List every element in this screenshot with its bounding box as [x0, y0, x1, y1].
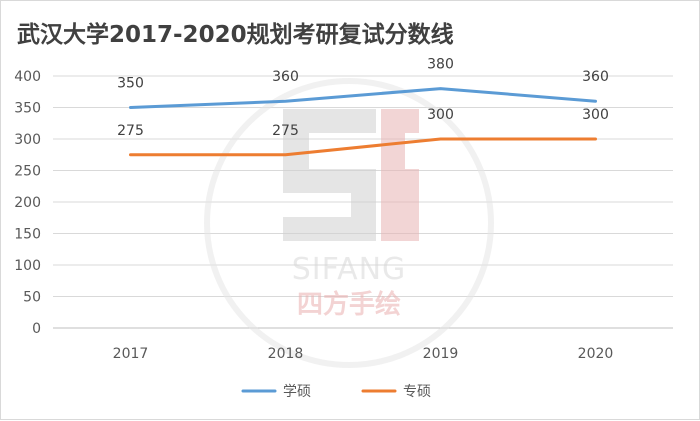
sifang-logo-icon: [283, 109, 419, 241]
data-label: 360: [272, 69, 299, 85]
series-line-0: [129, 87, 597, 109]
data-label: 360: [582, 69, 609, 85]
axes: 0 50 100 150 200 250 300 350 400 2017 2018 2019 2020: [14, 69, 613, 362]
legend-label: 专硕: [403, 384, 431, 400]
data-label: 350: [117, 76, 144, 92]
data-labels: 350 360 380 360 275 275 300 300: [117, 57, 609, 139]
legend-label: 学硕: [283, 384, 311, 400]
x-tick-label: 2017: [113, 346, 149, 362]
series-line-1: [129, 137, 597, 157]
sifang-watermark: SIFANG 四方手绘: [204, 78, 494, 368]
y-tick-label: 250: [14, 164, 41, 180]
y-tick-label: 0: [32, 321, 41, 337]
watermark-brand-en: SIFANG: [292, 252, 407, 287]
x-tick-label: 2018: [268, 346, 304, 362]
data-label: 380: [427, 57, 454, 73]
data-label: 300: [582, 107, 609, 123]
y-tick-label: 150: [14, 227, 41, 243]
y-tick-label: 400: [14, 69, 41, 85]
watermark-brand-cn: 四方手绘: [297, 289, 401, 320]
legend: 学硕 专硕: [241, 384, 431, 400]
y-tick-label: 50: [23, 290, 41, 306]
y-tick-label: 350: [14, 101, 41, 117]
data-label: 275: [117, 123, 144, 139]
y-tick-label: 100: [14, 258, 41, 274]
x-tick-label: 2019: [423, 346, 459, 362]
y-tick-label: 300: [14, 132, 41, 148]
x-tick-label: 2020: [578, 346, 614, 362]
data-label: 275: [272, 123, 299, 139]
chart-title: 武汉大学2017-2020规划考研复试分数线: [17, 22, 454, 48]
data-label: 300: [427, 107, 454, 123]
series-lines: [129, 87, 597, 157]
y-tick-label: 200: [14, 195, 41, 211]
